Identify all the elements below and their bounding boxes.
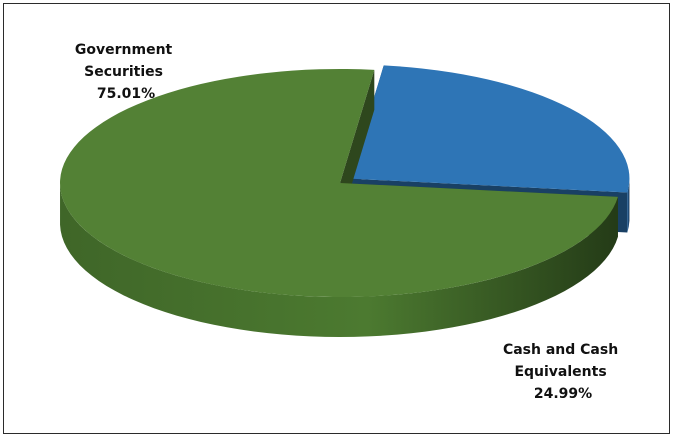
slice-side — [60, 184, 618, 337]
slice-label-cash-line1: Cash and Cash — [503, 342, 618, 358]
slice-top — [349, 65, 630, 193]
slice-side — [627, 180, 630, 233]
slice-top — [59, 69, 618, 297]
slice-value-cash: 24.99% — [534, 386, 592, 402]
slice-label-government-securities: Government Securities 75.01% — [75, 42, 177, 102]
pie-slice-government-securities — [59, 69, 618, 337]
slice-value-government: 75.01% — [97, 86, 155, 102]
slice-label-cash-line2: Equivalents — [514, 364, 606, 380]
slice-label-government-line2: Securities — [84, 64, 163, 80]
slice-label-government-line1: Government — [75, 42, 173, 58]
slice-label-cash-equivalents: Cash and Cash Equivalents 24.99% — [503, 342, 623, 402]
